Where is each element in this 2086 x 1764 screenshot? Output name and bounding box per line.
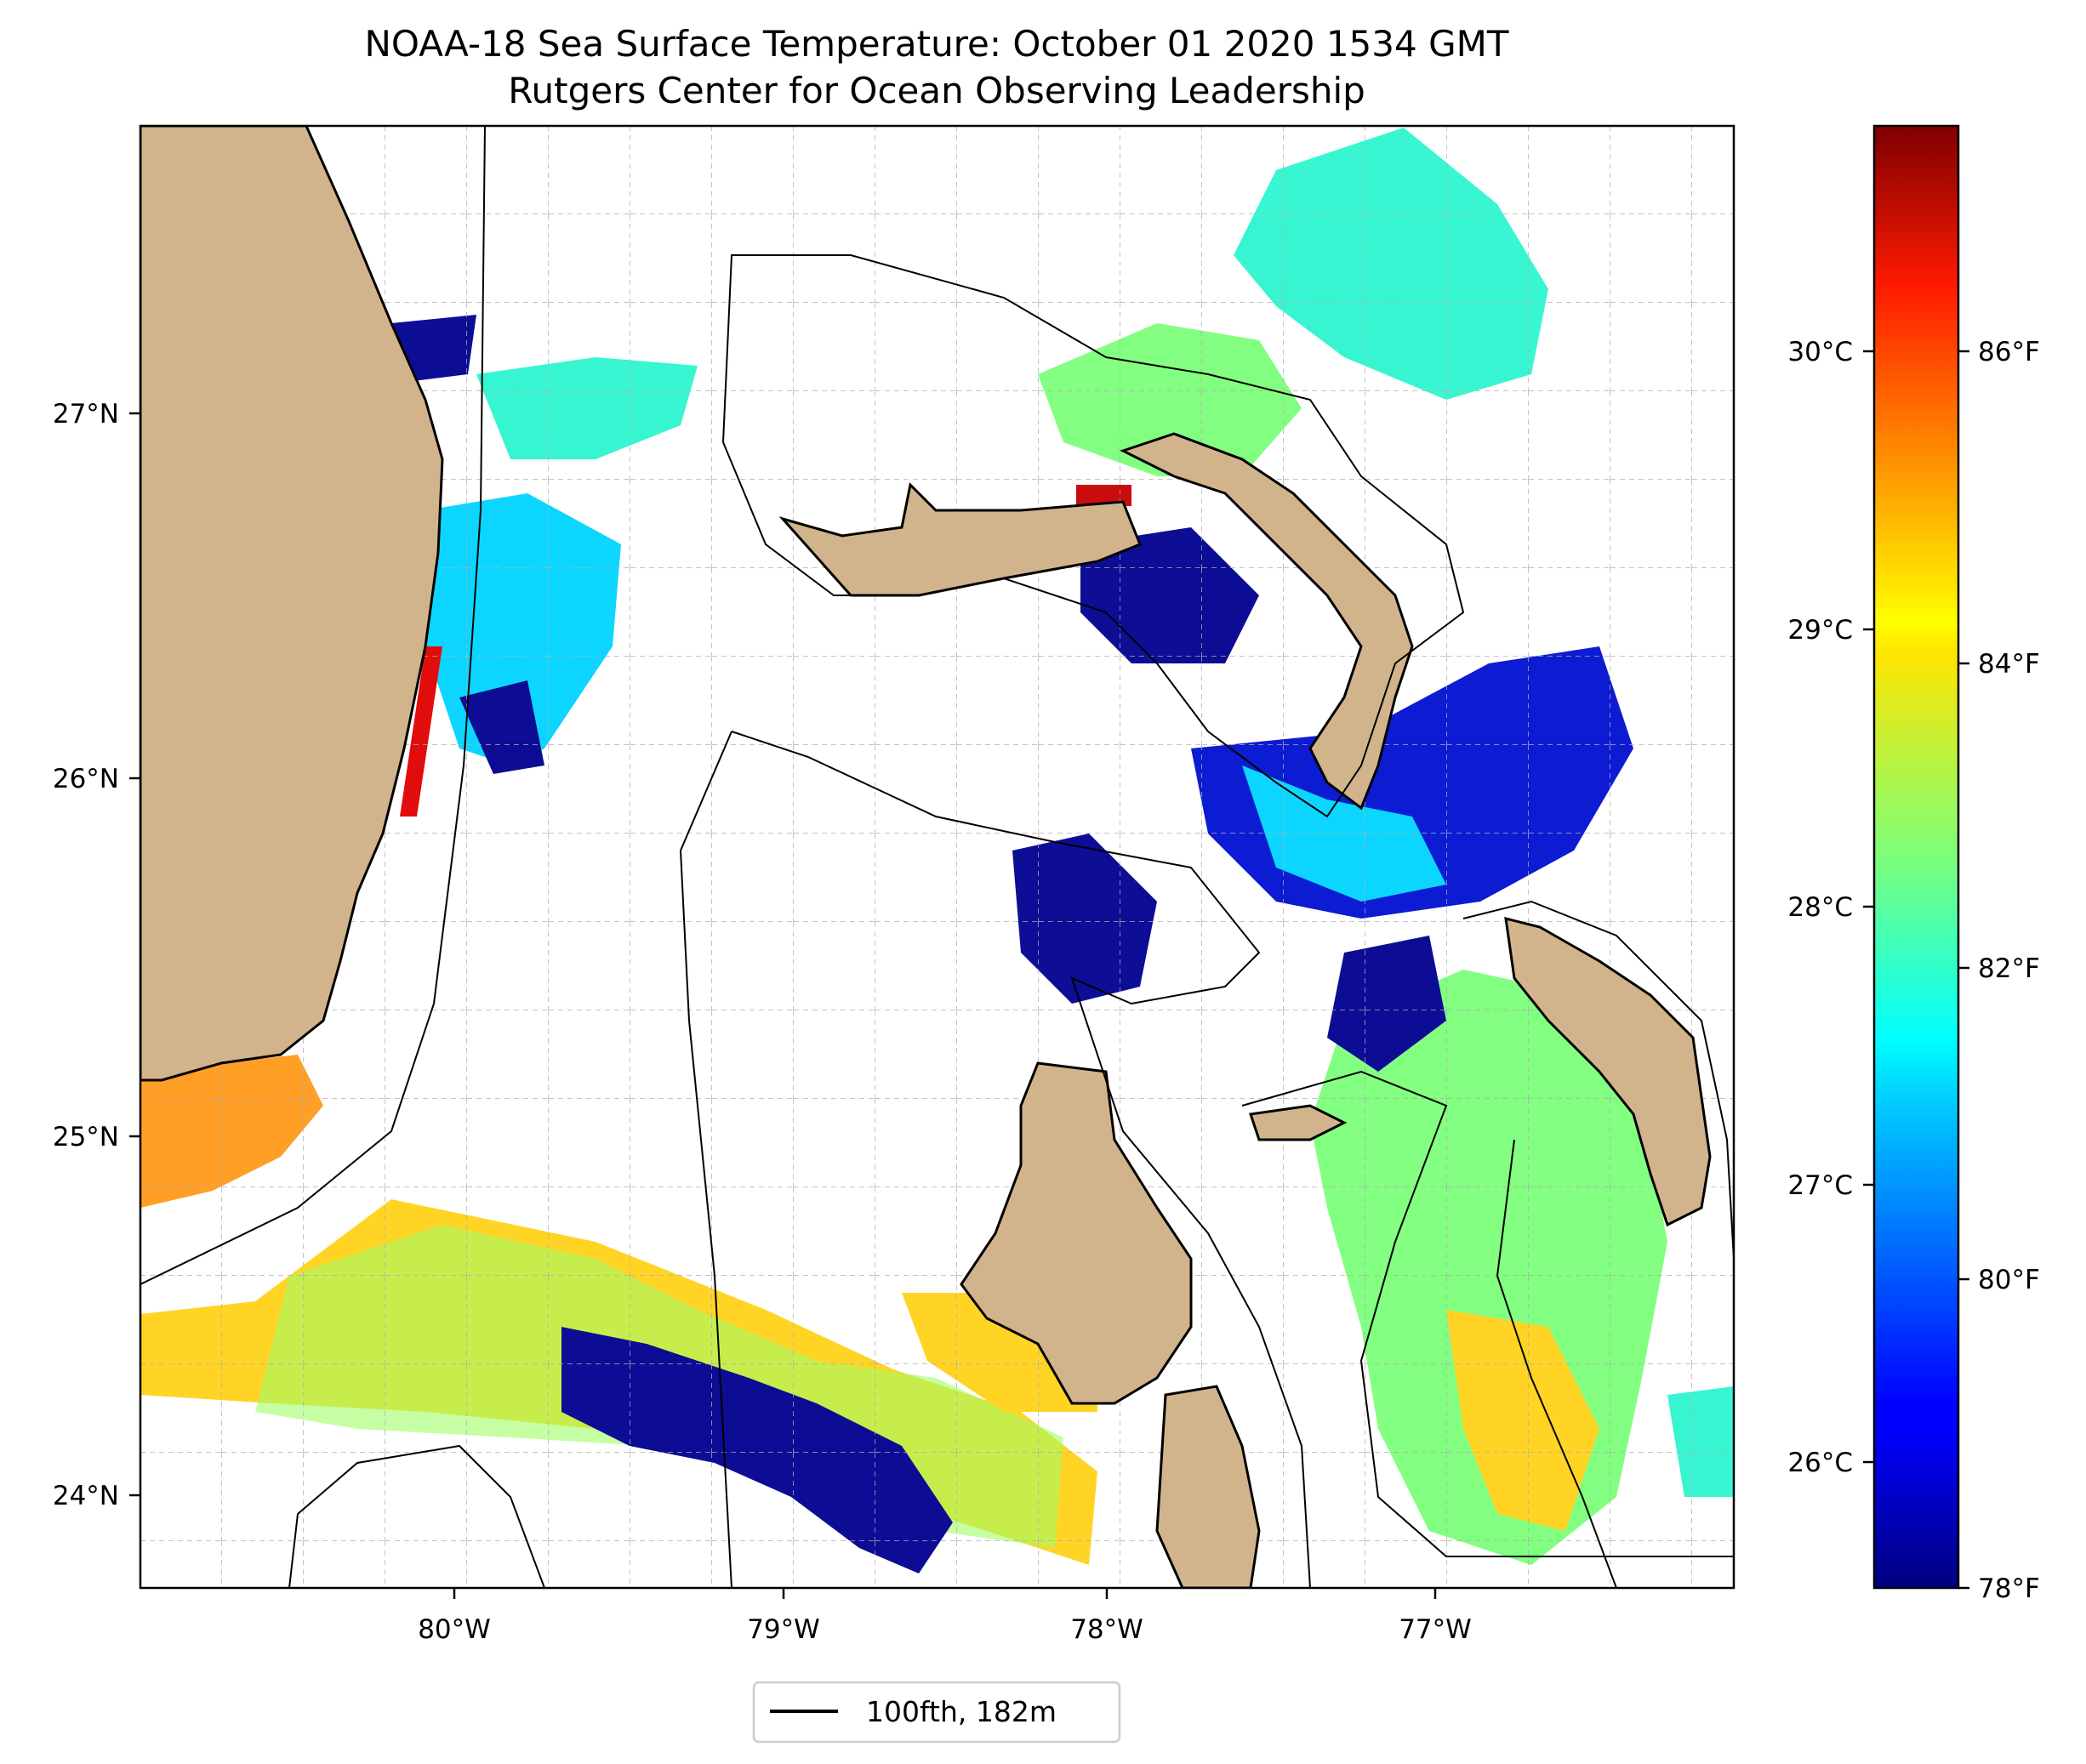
land-berry [1249, 1104, 1348, 1141]
land-andros-south [1155, 1385, 1261, 1588]
land-abaco [1120, 432, 1414, 811]
fahrenheit-tick-label: 86°F [1978, 337, 2040, 367]
colorbar-celsius-axis: 30°C 29°C 28°C 27°C 26°C [1787, 337, 1874, 1478]
celsius-tick-label: 30°C [1787, 337, 1853, 367]
colorbar: 30°C 29°C 28°C 27°C 26°C 86°F 84°F 82°F … [1787, 124, 2040, 1604]
map-frame [139, 124, 1735, 1590]
lon-tick-label: 80°W [418, 1614, 491, 1645]
legend-box [752, 1681, 1121, 1744]
land-eleuthera [1504, 917, 1712, 1227]
isobath-contours [140, 126, 1734, 1588]
lon-axis: 80°W 79°W 78°W 77°W [418, 1588, 1472, 1645]
isobath-great-bahama [731, 731, 1311, 1588]
celsius-tick-label: 28°C [1787, 892, 1853, 923]
isobath-eleuthera [1462, 900, 1734, 1588]
isobath-berry [1241, 1070, 1734, 1557]
lat-tick-label: 26°N [53, 764, 119, 794]
isobath-south [288, 1444, 545, 1588]
legend-label: 100fth, 182m [866, 1695, 1057, 1728]
colorbar-gradient [1872, 124, 1960, 1590]
lon-tick-label: 77°W [1399, 1614, 1472, 1645]
land-layer [140, 126, 1712, 1588]
title-line-2: Rutgers Center for Ocean Observing Leade… [508, 70, 1365, 111]
lon-tick-label: 78°W [1070, 1614, 1143, 1645]
colorbar-fahrenheit-axis: 86°F 84°F 82°F 80°F 78°F [1958, 337, 2040, 1604]
lat-axis: 27°N 26°N 25°N 24°N [53, 399, 140, 1511]
title-line-1: NOAA-18 Sea Surface Temperature: October… [364, 23, 1508, 65]
lat-tick-label: 25°N [53, 1122, 119, 1152]
celsius-tick-label: 27°C [1787, 1170, 1853, 1201]
isobath-florida [140, 126, 486, 1285]
legend: 100fth, 182m [752, 1681, 1121, 1744]
lon-tick-label: 79°W [747, 1614, 820, 1645]
lat-tick-label: 27°N [53, 399, 119, 430]
fahrenheit-tick-label: 82°F [1978, 953, 2040, 984]
celsius-tick-label: 29°C [1787, 615, 1853, 646]
fahrenheit-tick-label: 78°F [1978, 1573, 2040, 1604]
celsius-tick-label: 26°C [1787, 1448, 1853, 1478]
isobath-little-bahama [721, 254, 1465, 818]
map-panel: 80°W 79°W 78°W 77°W 27°N 26°N 25°N 24°N [53, 124, 1735, 1645]
isobath-west-bahama [679, 731, 732, 1588]
fahrenheit-tick-label: 84°F [1978, 649, 2040, 680]
land-florida [140, 126, 444, 1082]
fahrenheit-tick-label: 80°F [1978, 1265, 2040, 1295]
lat-tick-label: 24°N [53, 1481, 119, 1511]
land-andros [960, 1061, 1193, 1405]
